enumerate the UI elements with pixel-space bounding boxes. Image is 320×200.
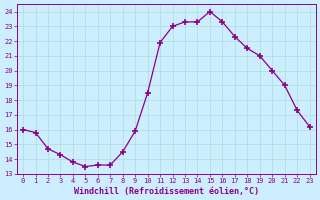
X-axis label: Windchill (Refroidissement éolien,°C): Windchill (Refroidissement éolien,°C) xyxy=(74,187,259,196)
